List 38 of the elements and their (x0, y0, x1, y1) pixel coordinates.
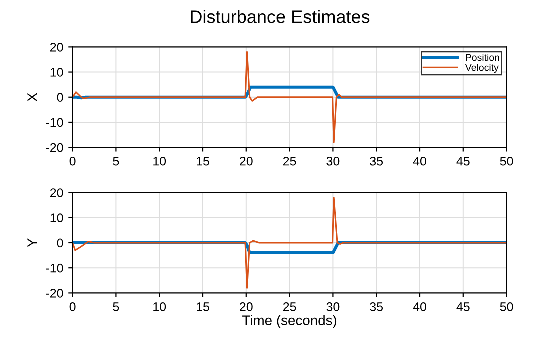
x-tick-label: 30 (326, 156, 340, 166)
y-tick-label: -10 (46, 118, 64, 128)
x-tick-label: 20 (240, 302, 253, 312)
x-tick-label: 50 (500, 156, 514, 166)
x-tick-label: 15 (197, 157, 210, 166)
x-tick-label: 0 (70, 302, 76, 312)
chart-title: Disturbance Estimates (191, 10, 370, 24)
x-tick-label: 50 (500, 302, 514, 312)
y-tick-label: 0 (57, 238, 64, 248)
x-tick-label: 40 (413, 302, 426, 312)
legend-label: Position (466, 54, 500, 62)
x-tick-label: 0 (70, 156, 76, 166)
y-tick-label: 20 (50, 42, 64, 52)
x-tick-label: 35 (370, 156, 384, 166)
y-tick-label: -10 (46, 264, 64, 273)
x-tick-label: 15 (197, 302, 210, 312)
x-tick-label: 20 (240, 156, 253, 166)
x-tick-label: 45 (456, 302, 470, 312)
x-tick-label: 30 (326, 302, 340, 312)
y-axis-title: Y (28, 238, 38, 248)
y-tick-label: -20 (46, 143, 64, 152)
y-tick-label: -20 (46, 288, 64, 298)
y-axis-title: X (28, 93, 38, 102)
x-tick-label: 40 (413, 156, 426, 166)
x-tick-label: 45 (456, 157, 470, 166)
x-tick-label: 25 (283, 302, 296, 312)
x-tick-label: 35 (370, 302, 384, 312)
x-tick-label: 5 (113, 157, 120, 166)
x-tick-label: 10 (154, 302, 166, 312)
legend-label: Velocity (465, 64, 499, 74)
x-tick-label: 10 (154, 156, 166, 166)
y-tick-label: 10 (50, 68, 64, 77)
y-tick-label: 10 (50, 214, 64, 223)
y-tick-label: 0 (57, 93, 64, 102)
x-tick-label: 5 (113, 302, 120, 312)
y-tick-label: 20 (50, 188, 64, 198)
x-tick-label: 25 (283, 156, 296, 166)
x-axis-title: Time (seconds) (242, 315, 337, 328)
